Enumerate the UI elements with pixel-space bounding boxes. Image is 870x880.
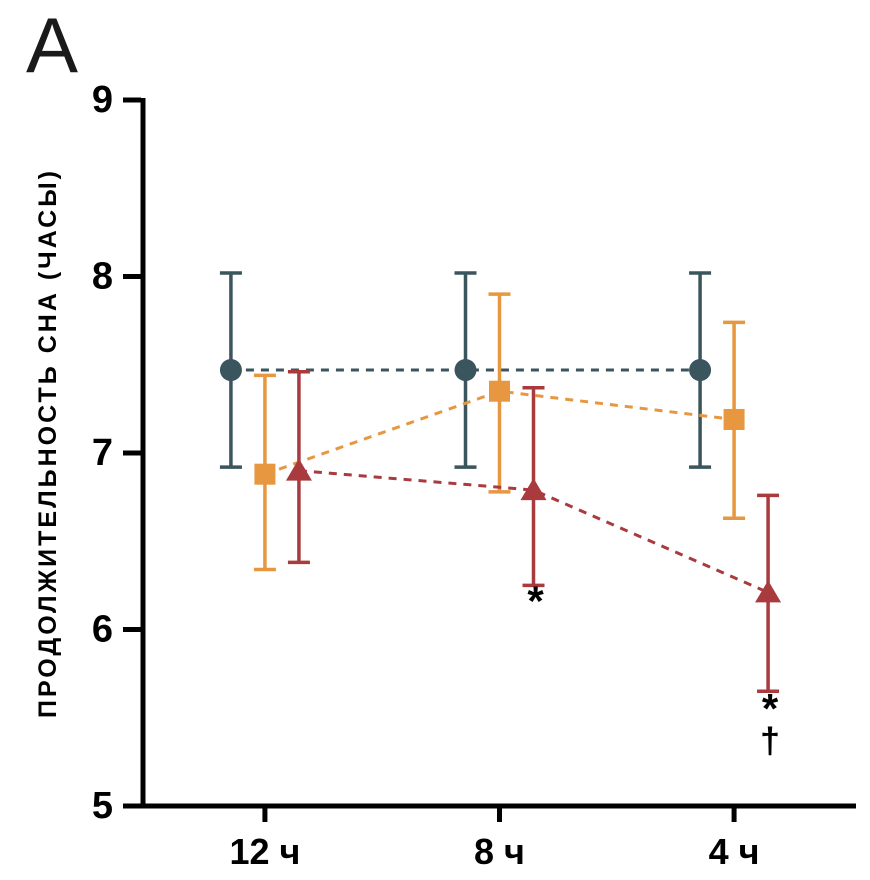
circle-marker	[689, 359, 712, 382]
significance-marker: *	[762, 685, 779, 732]
x-tick-label: 12 ч	[229, 831, 300, 872]
squares-series-line	[264, 389, 735, 476]
y-axis-label: ПРОДОЛЖИТЕЛЬНОСТЬ СНА (ЧАСЫ)	[34, 168, 62, 718]
x-tick-label: 8 ч	[474, 831, 525, 872]
y-tick-label: 7	[92, 432, 113, 474]
significance-marker: *	[527, 577, 544, 624]
significance-marker: †	[760, 720, 780, 761]
y-tick-label: 8	[92, 256, 113, 298]
triangle-marker	[755, 580, 782, 603]
panel-letter: A	[26, 1, 79, 89]
square-marker	[489, 380, 510, 402]
triangles-series-line	[298, 469, 769, 594]
square-marker	[723, 408, 745, 430]
y-tick-label: 6	[92, 609, 113, 651]
circle-marker	[454, 359, 477, 382]
circle-marker	[219, 359, 242, 382]
square-marker	[254, 463, 276, 485]
y-tick-label: 5	[92, 785, 113, 827]
x-tick-label: 4 ч	[709, 831, 760, 872]
triangle-marker	[520, 478, 547, 501]
y-tick-label: 9	[92, 79, 113, 121]
triangle-marker	[285, 458, 312, 481]
